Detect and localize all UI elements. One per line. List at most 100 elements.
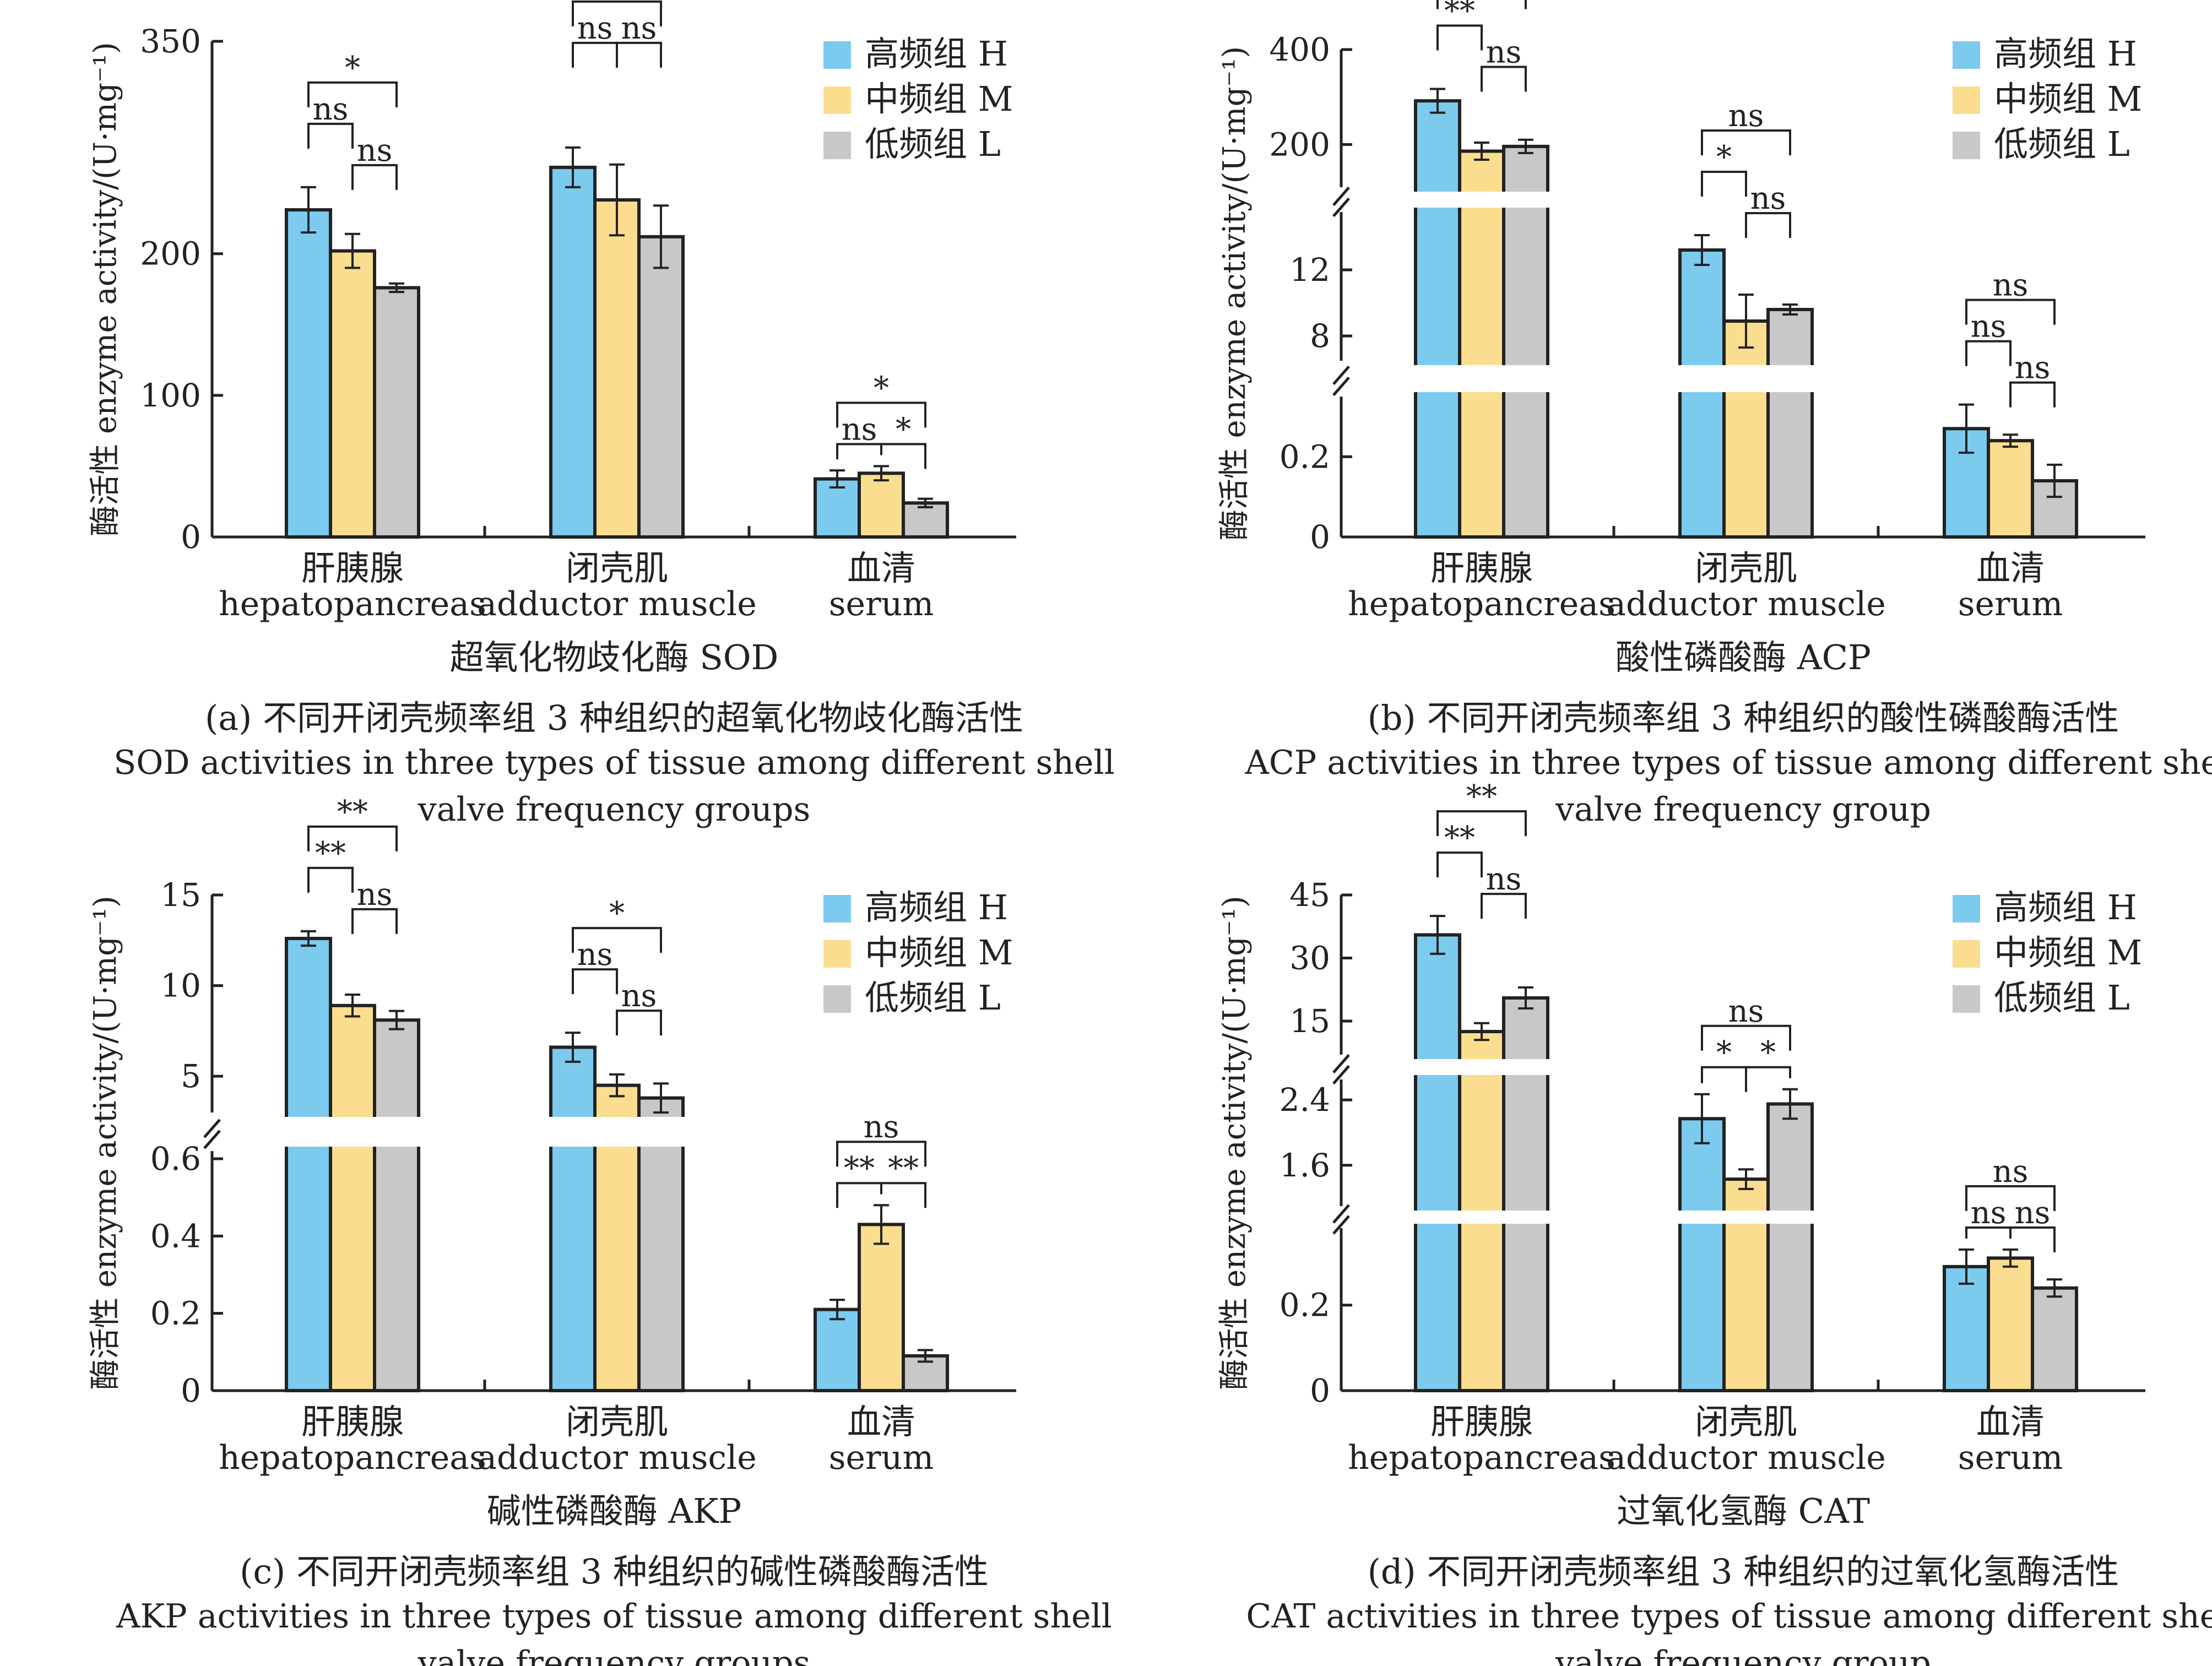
- significance-bracket: [351, 908, 398, 934]
- legend-swatch: [823, 132, 851, 159]
- legend-swatch: [1953, 41, 1980, 69]
- significance-bracket: [307, 122, 354, 149]
- bar: [329, 249, 376, 539]
- significance-bracket: [1965, 1185, 2056, 1211]
- bar: [549, 165, 597, 539]
- tissue-label-en: serum: [1958, 1439, 2063, 1477]
- legend-swatch: [823, 985, 851, 1013]
- tissue-label-cn: 血清: [1976, 548, 2045, 588]
- axis-break-gap: [1325, 192, 2162, 208]
- y-tick-label: 0.2: [150, 1295, 201, 1332]
- y-tick-label: 0.6: [150, 1140, 201, 1177]
- bar: [814, 1307, 861, 1393]
- bar: [285, 208, 332, 539]
- significance-label: ns: [1993, 268, 2029, 303]
- axis-break-mark: [1332, 1065, 1350, 1085]
- bar: [285, 937, 332, 1392]
- legend-label: 低频组 L: [1994, 978, 2130, 1018]
- y-tick-label: 5: [181, 1057, 201, 1095]
- significance-bracket: [1701, 1024, 1791, 1051]
- y-axis-label: 酶活性 enzyme activity/(U·mg⁻¹): [1217, 46, 1253, 541]
- tissue-label-cn: 肝胰腺: [301, 1402, 404, 1442]
- significance-label: ns: [1486, 35, 1522, 70]
- tissue-label-en: serum: [829, 585, 934, 623]
- y-tick-label: 0.4: [150, 1217, 201, 1255]
- significance-bracket: [616, 41, 662, 68]
- axis-break-mark: [1332, 197, 1350, 218]
- y-tick-label: 0: [181, 1372, 201, 1409]
- significance-bracket: [572, 41, 618, 68]
- significance-label: ns: [1971, 309, 2007, 345]
- legend-label: 高频组 H: [1994, 887, 2137, 927]
- tissue-label-en: adductor muscle: [477, 585, 756, 623]
- significance-bracket: [1745, 212, 1791, 238]
- significance-label: ns: [1971, 1195, 2007, 1231]
- axis-break-mark: [1332, 1054, 1350, 1074]
- bar: [329, 1003, 376, 1392]
- caption-en: valve frequency group: [1555, 1644, 1931, 1666]
- y-tick-label: 2.4: [1280, 1081, 1330, 1119]
- enzyme-name: 过氧化氢酶 CAT: [1617, 1491, 1870, 1531]
- tissue-label-en: adductor muscle: [1606, 585, 1885, 623]
- caption-cn: (d) 不同开闭壳频率组 3 种组织的过氧化氢酶活性: [1368, 1551, 2119, 1592]
- caption-en: SOD activities in three types of tissue …: [113, 744, 1115, 782]
- y-tick-label: 15: [160, 876, 201, 914]
- axis-break-mark: [203, 1119, 221, 1138]
- legend-label: 高频组 H: [1994, 34, 2137, 74]
- bar: [1678, 1117, 1726, 1392]
- legend-label: 低频组 L: [865, 978, 1001, 1018]
- significance-bracket: [307, 866, 354, 893]
- significance-bracket: [1965, 340, 2012, 366]
- tissue-label-cn: 血清: [847, 1402, 915, 1442]
- significance-label: **: [337, 794, 368, 830]
- significance-label: *: [1716, 139, 1732, 175]
- significance-label: *: [609, 896, 625, 931]
- significance-label: ns: [1728, 98, 1764, 134]
- bar: [1414, 99, 1461, 539]
- significance-bracket: [1701, 171, 1747, 197]
- legend-label: 中频组 M: [865, 932, 1013, 973]
- significance-label: ns: [577, 937, 613, 973]
- caption-cn: (a) 不同开闭壳频率组 3 种组织的超氧化物歧化酶活性: [205, 698, 1023, 738]
- enzyme-name: 碱性磷酸酶 AKP: [487, 1491, 742, 1531]
- caption-en: AKP activities in three types of tissue …: [116, 1597, 1112, 1636]
- legend-label: 低频组 L: [1994, 124, 2130, 164]
- significance-label: ns: [621, 978, 657, 1014]
- legend-label: 高频组 H: [865, 34, 1008, 74]
- bar: [1458, 149, 1505, 539]
- y-axis-label: 酶活性 enzyme activity/(U·mg⁻¹): [88, 896, 123, 1390]
- bar: [1766, 1102, 1814, 1393]
- significance-label: ns: [621, 10, 657, 46]
- y-tick-label: 8: [1310, 317, 1330, 355]
- significance-bracket: [307, 825, 398, 851]
- tissue-label-cn: 闭壳肌: [566, 1402, 668, 1442]
- significance-bracket: [2009, 381, 2056, 408]
- significance-label: *: [1760, 1035, 1776, 1071]
- significance-label: ns: [577, 10, 613, 46]
- bar: [1987, 1256, 2034, 1392]
- significance-bracket: [1745, 1066, 1791, 1092]
- legend-swatch: [823, 895, 851, 922]
- bar: [1766, 308, 1814, 539]
- significance-label: *: [874, 370, 889, 406]
- tissue-label-cn: 闭壳肌: [566, 548, 668, 588]
- axis-break-mark: [1332, 1215, 1350, 1235]
- y-tick-label: 350: [140, 23, 201, 60]
- y-tick-label: 30: [1289, 939, 1330, 976]
- tissue-label-cn: 肝胰腺: [1430, 1402, 1533, 1442]
- legend-label: 中频组 M: [1994, 932, 2142, 973]
- bar: [549, 1045, 597, 1392]
- tissue-label-cn: 肝胰腺: [301, 548, 404, 588]
- y-tick-label: 100: [140, 377, 201, 414]
- caption-cn: (c) 不同开闭壳频率组 3 种组织的碱性磷酸酶活性: [240, 1551, 989, 1592]
- significance-label: *: [1716, 1035, 1732, 1071]
- tissue-label-en: serum: [829, 1439, 934, 1477]
- caption-en: ACP activities in three types of tissue …: [1245, 744, 2212, 782]
- significance-label: ns: [599, 0, 635, 5]
- significance-label: **: [315, 835, 346, 871]
- y-tick-label: 0: [1310, 518, 1330, 556]
- y-tick-label: 400: [1269, 31, 1330, 68]
